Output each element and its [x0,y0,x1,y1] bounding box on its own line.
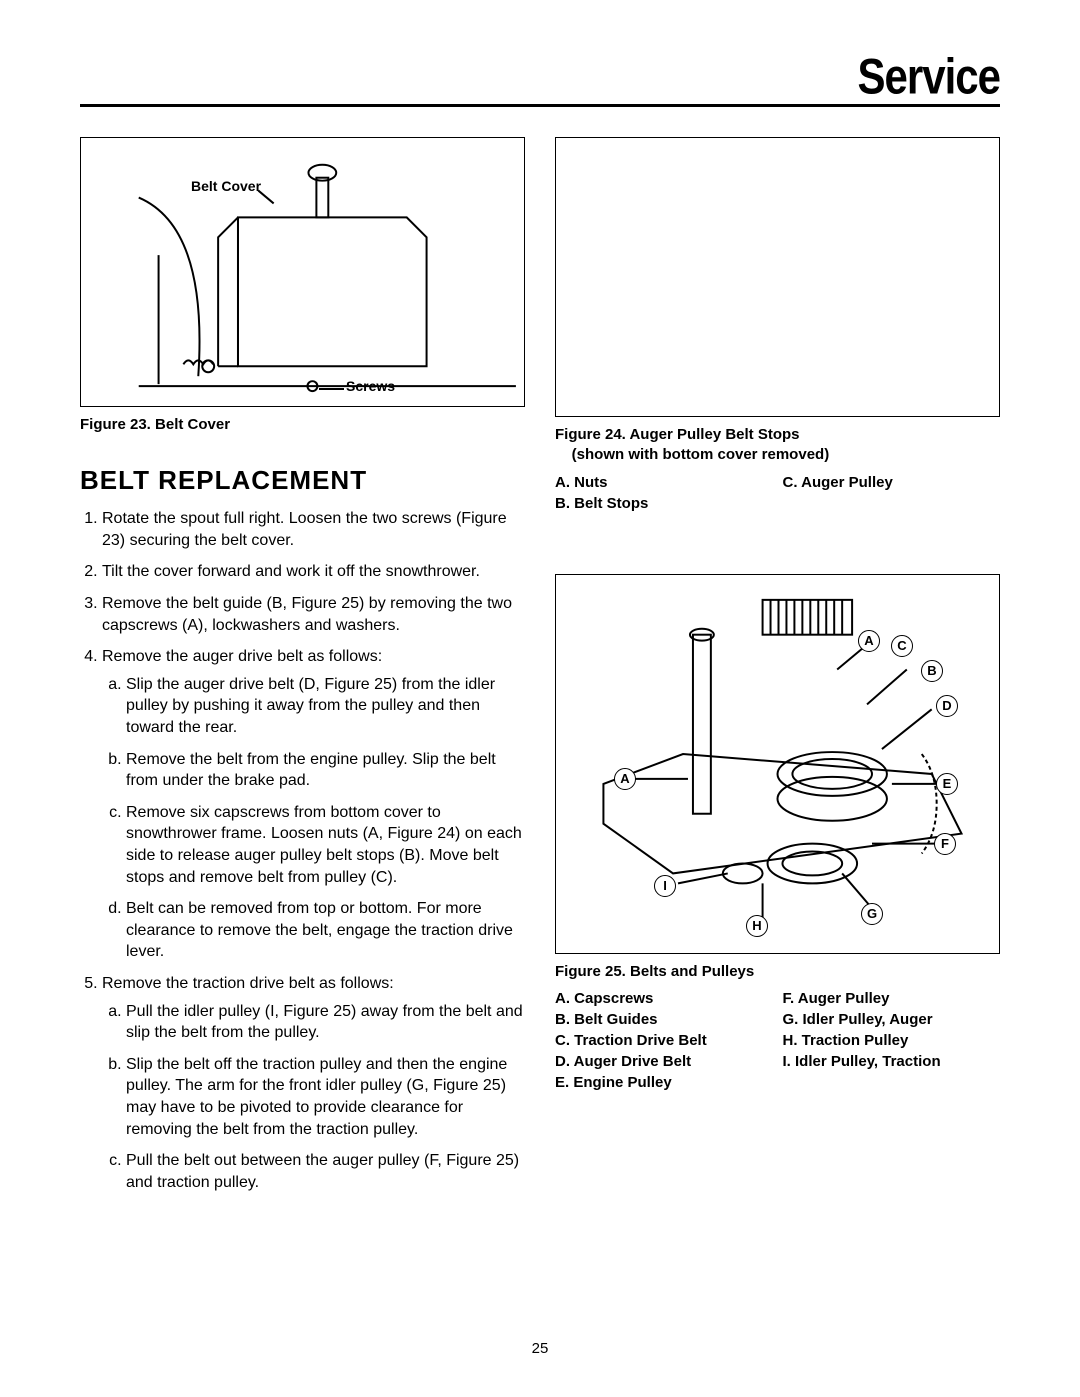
fig25-legend-i: I. Idler Pulley, Traction [783,1051,1001,1072]
arrow-icon [319,388,344,390]
figure-23-box: Belt Cover Screws [80,137,525,407]
fig25-legend-b: B. Belt Guides [555,1009,773,1030]
fig25-legend-f: F. Auger Pulley [783,988,1001,1009]
step-4c: Remove six capscrews from bottom cover t… [126,802,525,888]
callout-f: F [934,833,956,855]
callout-b: B [921,660,943,682]
callout-g: G [861,903,883,925]
step-4-substeps: Slip the auger drive belt (D, Figure 25)… [102,674,525,963]
left-column: Belt Cover Screws Figure 23. Belt Cover … [80,137,525,1203]
fig23-label-screws: Screws [346,378,395,394]
step-4b: Remove the belt from the engine pulley. … [126,749,525,792]
callout-d: D [936,695,958,717]
callout-h: H [746,915,768,937]
section-heading: BELT REPLACEMENT [80,465,525,496]
callout-a-left: A [614,768,636,790]
page-number: 25 [0,1340,1080,1357]
two-column-layout: Belt Cover Screws Figure 23. Belt Cover … [80,137,1000,1203]
fig25-legend-c: C. Traction Drive Belt [555,1030,773,1051]
fig24-legend-b: B. Belt Stops [555,493,773,514]
callout-e: E [936,773,958,795]
figure-23-caption: Figure 23. Belt Cover [80,415,525,435]
figure-24-legend: A. Nuts B. Belt Stops C. Auger Pulley [555,472,1000,514]
step-4: Remove the auger drive belt as follows: … [102,646,525,963]
fig25-legend-right: F. Auger Pulley G. Idler Pulley, Auger H… [783,988,1001,1093]
fig24-legend-a: A. Nuts [555,472,773,493]
step-3: Remove the belt guide (B, Figure 25) by … [102,593,525,636]
figure-23-illustration [81,138,524,406]
callout-c: C [891,635,913,657]
step-5: Remove the traction drive belt as follow… [102,973,525,1193]
page-title: Service [858,52,1000,102]
figure-25-box: A A B C D E F G H I [555,574,1000,954]
fig25-legend-e: E. Engine Pulley [555,1072,773,1093]
fig25-legend-h: H. Traction Pulley [783,1030,1001,1051]
fig24-caption-line1: Figure 24. Auger Pulley Belt Stops [555,426,800,443]
fig25-legend-d: D. Auger Drive Belt [555,1051,773,1072]
step-5b: Slip the belt off the traction pulley an… [126,1054,525,1140]
page-header: Service [80,60,1000,107]
callout-i: I [654,875,676,897]
fig24-caption-line2: (shown with bottom cover removed) [572,446,830,463]
step-1: Rotate the spout full right. Loosen the … [102,508,525,551]
figure-25-caption: Figure 25. Belts and Pulleys [555,962,1000,982]
right-column: Figure 24. Auger Pulley Belt Stops (show… [555,137,1000,1203]
figure-25-illustration [556,575,999,953]
callout-a-right: A [858,630,880,652]
step-5-text: Remove the traction drive belt as follow… [102,975,394,992]
fig25-legend-a: A. Capscrews [555,988,773,1009]
fig25-legend-g: G. Idler Pulley, Auger [783,1009,1001,1030]
step-5-substeps: Pull the idler pulley (I, Figure 25) awa… [102,1001,525,1194]
fig25-legend-left: A. Capscrews B. Belt Guides C. Traction … [555,988,773,1093]
step-4-text: Remove the auger drive belt as follows: [102,648,382,665]
fig23-label-belt-cover: Belt Cover [191,178,261,194]
fig24-legend-left: A. Nuts B. Belt Stops [555,472,773,514]
fig24-legend-c: C. Auger Pulley [783,472,1001,493]
step-5a: Pull the idler pulley (I, Figure 25) awa… [126,1001,525,1044]
fig24-legend-right: C. Auger Pulley [783,472,1001,514]
step-5c: Pull the belt out between the auger pull… [126,1150,525,1193]
figure-24-illustration [556,138,999,416]
step-4a: Slip the auger drive belt (D, Figure 25)… [126,674,525,739]
figure-24-box [555,137,1000,417]
figure-24-caption: Figure 24. Auger Pulley Belt Stops (show… [555,425,1000,466]
procedure-list: Rotate the spout full right. Loosen the … [80,508,525,1193]
step-2: Tilt the cover forward and work it off t… [102,561,525,583]
step-4d: Belt can be removed from top or bottom. … [126,898,525,963]
figure-25-legend: A. Capscrews B. Belt Guides C. Traction … [555,988,1000,1093]
